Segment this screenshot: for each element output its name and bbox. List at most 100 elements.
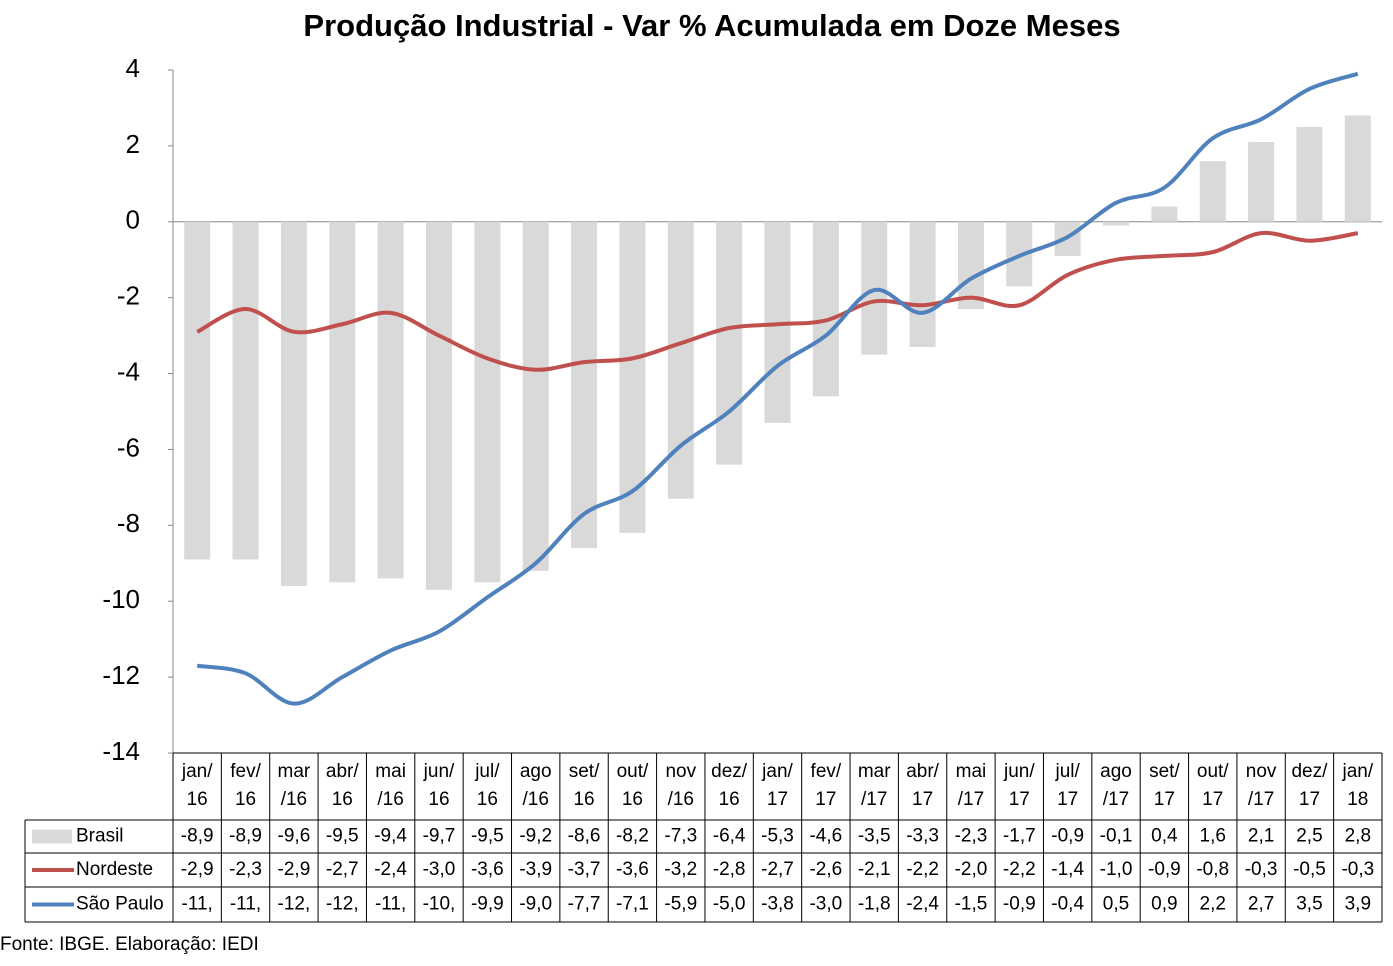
- table-value: -1,8: [858, 894, 891, 915]
- y-tick-label: -12: [102, 660, 140, 690]
- table-value: -1,4: [1051, 859, 1084, 880]
- x-tick-label: dez/16: [711, 761, 748, 810]
- table-value: -5,3: [761, 826, 794, 847]
- x-tick-label: nov/17: [1246, 761, 1277, 810]
- table-value: -8,2: [616, 826, 649, 847]
- table-value: -8,6: [568, 826, 601, 847]
- bar: [1344, 115, 1371, 222]
- table-value: -9,5: [326, 826, 359, 847]
- table-value: -5,0: [713, 894, 746, 915]
- table-value: -5,9: [664, 894, 697, 915]
- legend-label: Nordeste: [76, 859, 153, 880]
- table-value: -0,1: [1100, 826, 1133, 847]
- table-value: -3,8: [761, 894, 794, 915]
- table-value: 3,5: [1296, 894, 1322, 915]
- table-value: 1,6: [1200, 826, 1226, 847]
- y-tick-label: -6: [117, 432, 140, 462]
- table-value: -8,9: [229, 826, 262, 847]
- table-value: -0,8: [1196, 859, 1229, 880]
- table-value: -10,: [423, 894, 456, 915]
- x-tick-label: set/17: [1149, 761, 1180, 810]
- bar: [522, 221, 549, 571]
- y-tick-label: -8: [117, 508, 140, 538]
- bar: [909, 221, 936, 347]
- x-tick-label: mar/17: [858, 761, 891, 810]
- x-tick-label: dez/17: [1291, 761, 1328, 810]
- y-tick-label: -4: [117, 356, 140, 386]
- table-value: -9,4: [374, 826, 407, 847]
- table-value: -11,: [230, 894, 261, 915]
- table-value: -9,7: [423, 826, 456, 847]
- bar: [1151, 206, 1178, 222]
- y-tick-label: -2: [117, 281, 140, 311]
- x-tick-label: jun/17: [1003, 761, 1035, 810]
- table-value: -11,: [375, 894, 406, 915]
- table-value: -1,5: [955, 894, 988, 915]
- table-value: -2,0: [955, 859, 988, 880]
- x-tick-label: jan/18: [1341, 761, 1373, 810]
- bar: [716, 221, 743, 465]
- table-value: 0,4: [1151, 826, 1178, 847]
- table-value: -12,: [326, 894, 359, 915]
- table-value: 2,1: [1248, 826, 1274, 847]
- bar: [667, 221, 694, 499]
- table-value: -3,3: [906, 826, 939, 847]
- bar: [232, 221, 259, 560]
- table-value: -6,4: [713, 826, 746, 847]
- bar: [280, 221, 307, 587]
- y-tick-label: 0: [126, 205, 140, 235]
- table-value: -11,: [182, 894, 213, 915]
- y-tick-label: 4: [126, 53, 140, 83]
- legend-swatch: [32, 829, 72, 844]
- bar: [184, 221, 211, 560]
- bar: [329, 221, 356, 583]
- table-value: -9,5: [471, 826, 504, 847]
- table-value: -2,7: [761, 859, 794, 880]
- table-value: -2,7: [326, 859, 359, 880]
- table-value: 3,9: [1345, 894, 1371, 915]
- table-value: 0,9: [1151, 894, 1177, 915]
- x-tick-label: nov/16: [665, 761, 696, 810]
- bar: [1296, 126, 1323, 222]
- x-tick-label: jan/17: [761, 761, 793, 810]
- x-tick-label: mai/17: [956, 761, 987, 810]
- line: [196, 230, 1359, 372]
- chart-title: Produção Industrial - Var % Acumulada em…: [303, 8, 1120, 43]
- bar: [1248, 142, 1275, 222]
- table-value: -3,2: [664, 859, 697, 880]
- table-value: -7,3: [664, 826, 697, 847]
- table-value: -7,1: [616, 894, 649, 915]
- table-value: -2,9: [278, 859, 311, 880]
- source-note: Fonte: IBGE. Elaboração: IEDI: [0, 934, 259, 955]
- table-value: -0,9: [1148, 859, 1181, 880]
- table-value: -3,0: [423, 859, 456, 880]
- table-value: -9,6: [278, 826, 311, 847]
- table-value: 2,2: [1200, 894, 1226, 915]
- table-value: -7,7: [568, 894, 601, 915]
- table-value: 2,7: [1248, 894, 1274, 915]
- table-value: -2,3: [955, 826, 988, 847]
- bar: [425, 221, 452, 590]
- table-value: -2,3: [229, 859, 262, 880]
- legend-label: São Paulo: [76, 894, 164, 915]
- table-value: -2,9: [181, 859, 214, 880]
- line: [196, 71, 1359, 706]
- x-tick-label: fev/16: [230, 761, 261, 810]
- y-tick-label: 2: [126, 129, 140, 159]
- bar: [571, 221, 598, 549]
- table-value: -3,9: [519, 859, 552, 880]
- y-tick-label: -10: [102, 584, 140, 614]
- bar: [1199, 161, 1226, 222]
- x-tick-label: jan/16: [181, 761, 213, 810]
- table-value: -2,8: [713, 859, 746, 880]
- table-value: -1,7: [1003, 826, 1036, 847]
- table-value: -0,9: [1051, 826, 1084, 847]
- x-tick-label: ago/17: [1100, 761, 1132, 810]
- table-value: -2,2: [906, 859, 939, 880]
- table-value: -2,1: [858, 859, 891, 880]
- table-value: -2,4: [906, 894, 939, 915]
- table-value: -3,6: [616, 859, 649, 880]
- x-tick-label: fev/17: [811, 761, 842, 810]
